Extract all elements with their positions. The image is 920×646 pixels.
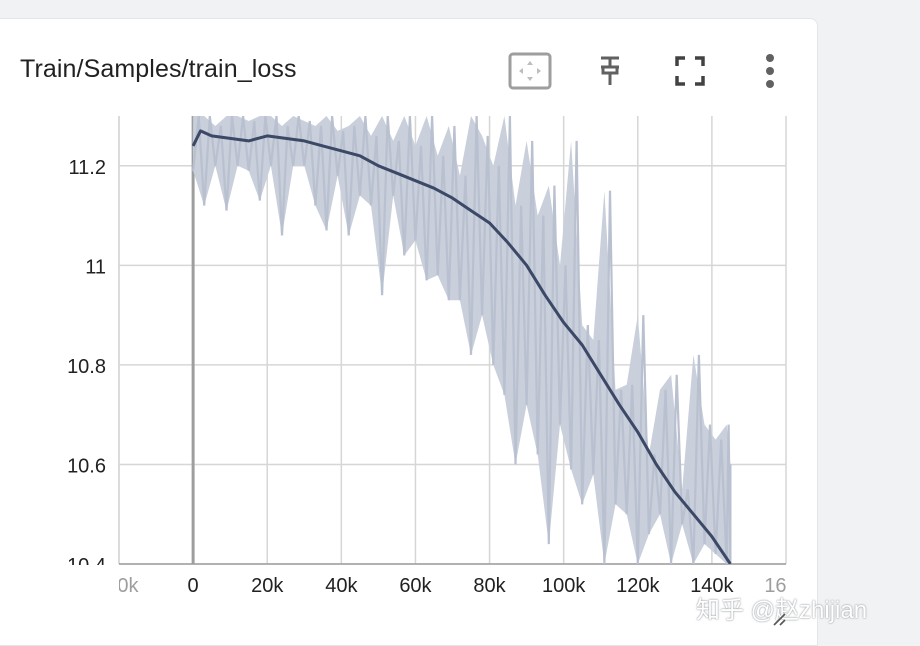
x-tick-label: 120k	[616, 575, 660, 597]
more-options-button[interactable]	[748, 49, 792, 93]
y-tick-label: 10.8	[67, 356, 106, 378]
y-tick-label: 10.4	[67, 555, 106, 577]
fit-domain-icon	[508, 52, 552, 90]
more-vert-icon	[766, 54, 774, 88]
smoothed-series-line[interactable]	[191, 129, 732, 564]
x-tick-label: 0	[188, 575, 199, 597]
pin-icon	[601, 56, 619, 85]
raw-series-band	[193, 116, 731, 564]
x-tick-label: 20k	[251, 575, 284, 597]
x-tick-label: -20k	[100, 575, 140, 597]
fullscreen-icon	[675, 56, 705, 86]
chart-title: Train/Samples/train_loss	[20, 55, 297, 83]
fullscreen-button[interactable]	[668, 49, 712, 93]
pin-button[interactable]	[588, 49, 632, 93]
raw-series-line	[192, 116, 732, 564]
x-tick-label: 80k	[473, 575, 506, 597]
y-tick-label: 10.6	[67, 455, 106, 477]
y-tick-label: 11	[85, 256, 106, 278]
x-tick-label: 160k	[764, 575, 808, 597]
x-tick-label: 100k	[542, 575, 586, 597]
x-tick-label: 140k	[690, 575, 734, 597]
fit-domain-button[interactable]	[508, 49, 552, 93]
y-tick-label: 11.2	[69, 157, 106, 179]
x-tick-label: 40k	[325, 575, 358, 597]
resize-handle-icon[interactable]	[770, 610, 786, 626]
watermark: 知乎 @赵zhijian	[696, 597, 868, 624]
x-tick-label: 60k	[399, 575, 432, 597]
